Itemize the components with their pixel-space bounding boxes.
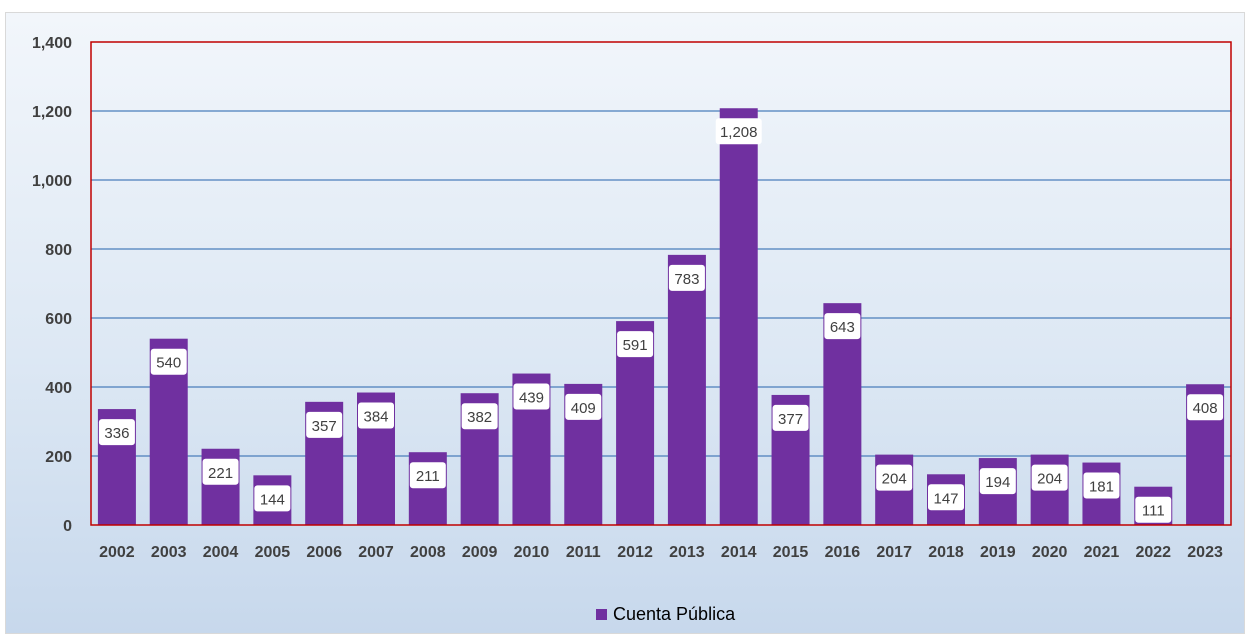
x-tick-label: 2019: [980, 544, 1016, 561]
x-tick-label: 2010: [514, 544, 550, 561]
bars: [97, 108, 1225, 526]
data-label: 783: [674, 271, 699, 288]
x-tick-label: 2015: [773, 544, 809, 561]
data-label-box: [1083, 472, 1120, 499]
x-tick-label: 2017: [876, 544, 912, 561]
data-label: 336: [104, 425, 129, 442]
x-tick-label: 2013: [669, 544, 705, 561]
x-tick-label: 2002: [99, 544, 135, 561]
y-tick-label: 1,400: [32, 35, 72, 52]
data-label: 540: [156, 355, 181, 372]
data-label: 377: [778, 411, 803, 428]
data-label: 211: [416, 468, 440, 485]
data-label: 221: [208, 465, 233, 482]
data-label-box: [409, 462, 446, 489]
data-label-box: [306, 411, 343, 438]
data-label-box: [513, 383, 550, 410]
data-label: 1,208: [720, 124, 758, 141]
data-label-box: [668, 264, 705, 291]
data-label: 591: [623, 337, 648, 354]
x-tick-label: 2021: [1084, 544, 1120, 561]
data-label: 384: [363, 409, 388, 426]
data-label-box: [202, 458, 239, 485]
data-label-box: [1135, 496, 1172, 523]
data-label: 204: [1037, 471, 1062, 488]
legend-swatch: [596, 609, 607, 620]
x-tick-label: 2009: [462, 544, 498, 561]
y-tick-label: 800: [45, 242, 72, 259]
data-label: 357: [312, 418, 337, 435]
data-labels: 336 540 221 144 357 384 211 382 439 409 591 783 1,20…: [98, 118, 1224, 523]
y-tick-label: 1,200: [32, 104, 72, 121]
x-tick-label: 2014: [721, 544, 757, 561]
data-label-box: [565, 393, 602, 420]
x-tick-label: 2006: [306, 544, 342, 561]
data-label: 409: [571, 400, 596, 417]
data-label-box: [150, 348, 187, 375]
y-tick-label: 1,000: [32, 173, 72, 190]
x-tick-label: 2022: [1135, 544, 1171, 561]
x-tick-label: 2008: [410, 544, 446, 561]
y-tick-label: 200: [45, 449, 72, 466]
y-tick-label: 600: [45, 311, 72, 328]
data-label: 204: [882, 471, 907, 488]
legend-label: Cuenta Pública: [613, 604, 736, 624]
x-tick-label: 2016: [825, 544, 861, 561]
data-label-box: [1187, 394, 1224, 421]
data-label-box: [461, 403, 498, 430]
x-tick-label: 2012: [617, 544, 653, 561]
data-label: 194: [985, 474, 1010, 491]
data-label-box: [617, 331, 654, 358]
data-label: 408: [1193, 400, 1218, 417]
axes: 0 200 400 600 800 1,000 1,200 1,400 2002 2003 2004…: [32, 35, 1232, 561]
data-label: 144: [260, 491, 285, 508]
x-tick-label: 2005: [255, 544, 291, 561]
data-label: 382: [467, 409, 492, 426]
data-label: 147: [933, 490, 958, 507]
y-tick-label: 0: [63, 518, 72, 535]
plot-border: [90, 41, 1232, 526]
x-tick-label: 2007: [358, 544, 394, 561]
data-label-box: [1031, 464, 1068, 491]
bar: [667, 254, 706, 526]
data-label: 181: [1089, 479, 1114, 496]
data-label-box: [979, 468, 1016, 495]
data-label: 439: [519, 390, 544, 407]
bar: [719, 108, 758, 526]
data-label: 111: [1142, 503, 1165, 520]
y-tick-label: 400: [45, 380, 72, 397]
x-tick-label: 2018: [928, 544, 964, 561]
data-label-box: [928, 484, 964, 511]
legend: Cuenta Pública: [596, 604, 735, 625]
data-label-box: [358, 402, 394, 429]
x-tick-label: 2020: [1032, 544, 1068, 561]
data-label-box: [715, 118, 762, 145]
x-tick-label: 2023: [1187, 544, 1223, 561]
bar: [823, 303, 862, 525]
data-label: 643: [830, 319, 855, 336]
data-label-box: [98, 419, 135, 446]
data-label-box: [824, 313, 861, 340]
x-tick-label: 2003: [151, 544, 187, 561]
gridlines: [91, 110, 1231, 457]
data-label-box: [772, 404, 809, 431]
data-label-box: [254, 485, 291, 512]
x-tick-label: 2011: [566, 544, 601, 561]
data-label-box: [876, 464, 913, 491]
x-tick-label: 2004: [203, 544, 239, 561]
